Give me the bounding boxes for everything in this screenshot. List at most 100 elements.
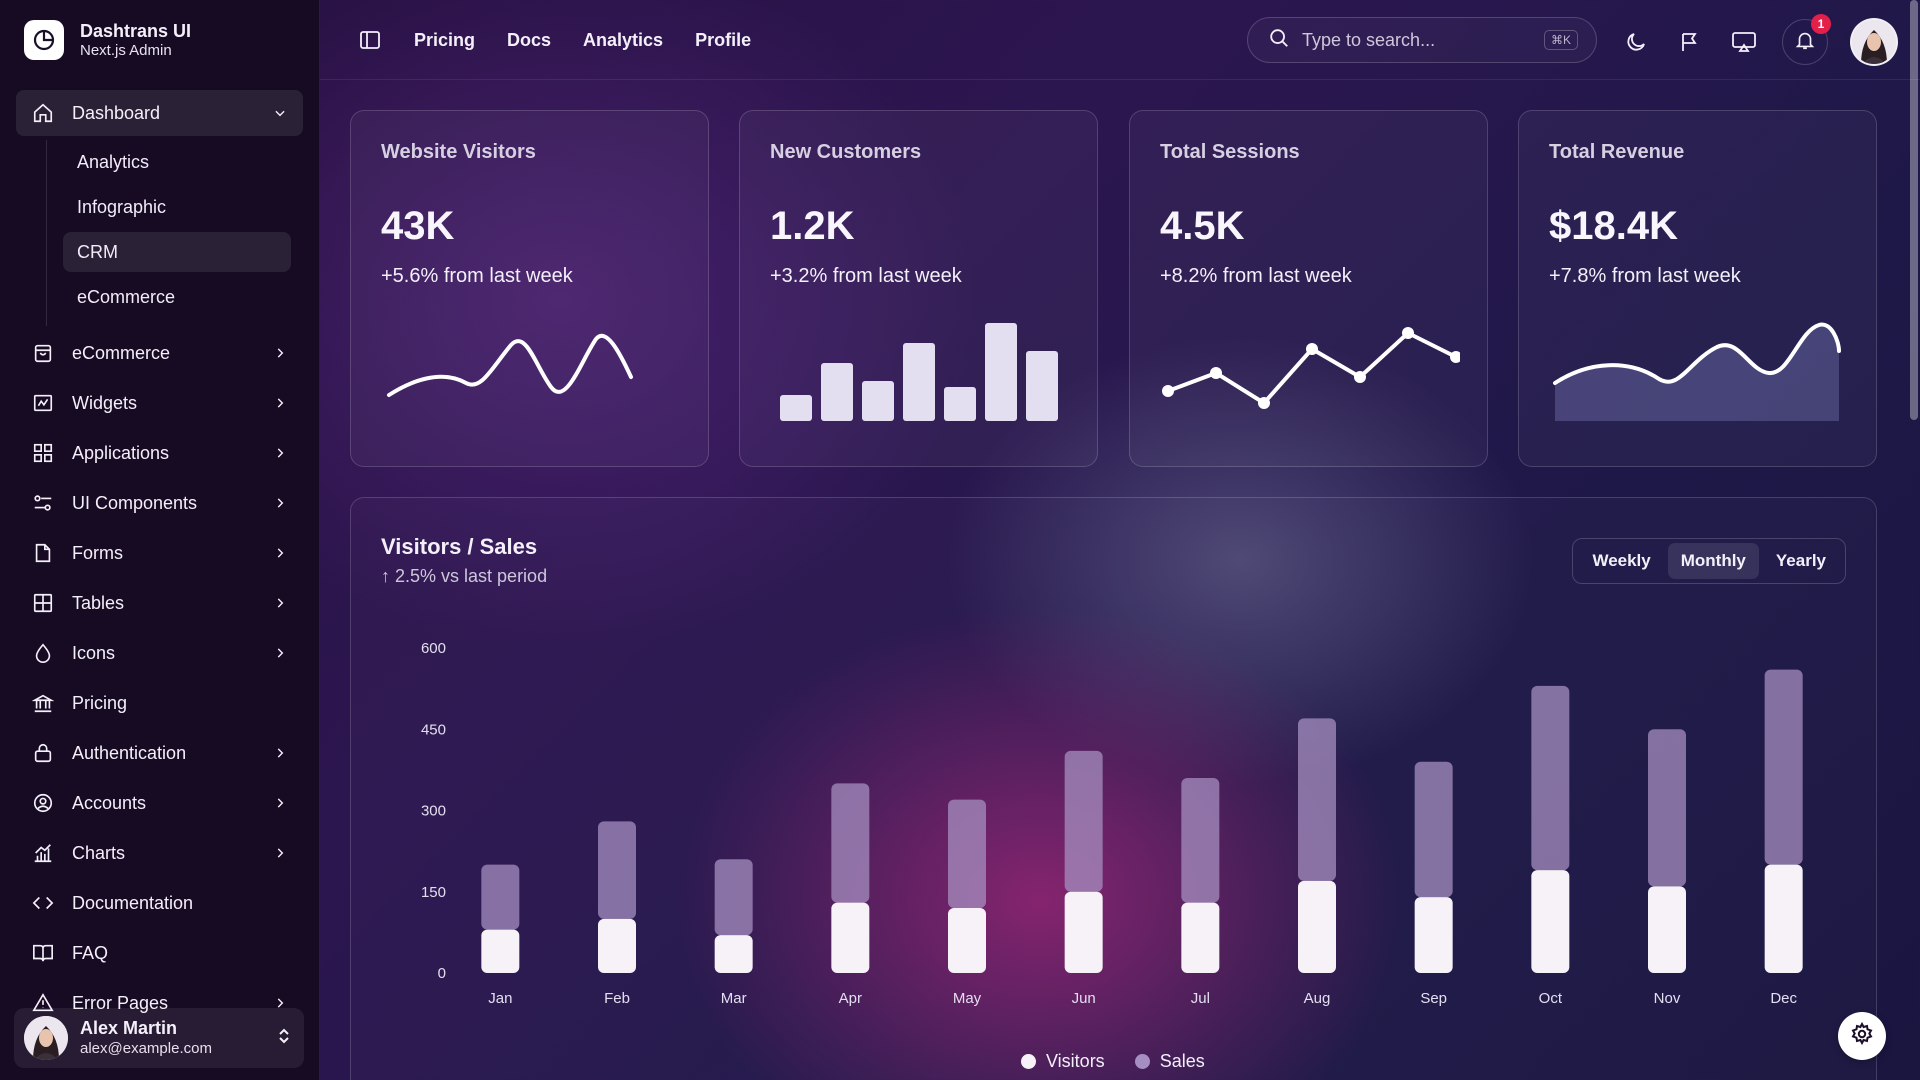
sidebar-item-documentation[interactable]: Documentation [16,880,303,926]
x-tick-label: Aug [1304,990,1331,1007]
top-link-analytics[interactable]: Analytics [583,29,664,50]
sidebar-item-applications[interactable]: Applications [16,430,303,476]
sidebar-item-widgets[interactable]: Widgets [16,380,303,426]
stat-value: 43K [381,204,455,248]
stat-title: Website Visitors [381,141,536,163]
period-weekly-button[interactable]: Weekly [1592,551,1651,570]
legend-item-visitors[interactable]: Visitors [1021,1051,1105,1072]
moon-icon[interactable] [1620,20,1652,64]
cast-icon[interactable] [1728,20,1760,64]
chevron-right-icon [271,644,289,662]
stat-delta: +8.2% from last week [1160,265,1352,287]
bar-visitors [1531,870,1570,973]
page-scrollbar[interactable] [1910,0,1918,420]
chevron-right-icon [271,344,289,362]
bar-sales [1181,778,1220,903]
lock-icon [30,740,56,766]
top-link-docs[interactable]: Docs [507,29,552,50]
bar-sales [1414,761,1453,898]
bar-sales [831,783,870,903]
y-tick-label: 300 [421,803,446,820]
bar-sales [1064,750,1103,892]
sidebar-item-error-pages[interactable]: Error Pages [16,980,303,1026]
sidebar: Dashtrans UI Next.js Admin Dashboard Ana… [0,0,320,1080]
profile-avatar[interactable] [1850,18,1898,66]
legend-dot [1021,1054,1036,1069]
chevron-right-icon [271,794,289,812]
x-tick-label: Mar [721,990,747,1007]
bar-visitors [831,902,870,973]
sidebar-item-label: Pricing [72,692,128,713]
sidebar-item-label: Forms [72,542,123,563]
bar-visitors [1064,891,1103,973]
user-menu[interactable]: Alex Martin alex@example.com [14,1008,304,1068]
sidebar-item-forms[interactable]: Forms [16,530,303,576]
sidebar-item-label: Dashboard [72,102,161,123]
period-monthly-button[interactable]: Monthly [1667,543,1759,579]
sidebar-item-label: Charts [72,842,126,863]
stat-card-visitors: Website Visitors 43K +5.6% from last wee… [350,110,709,467]
sidebar-item-accounts[interactable]: Accounts [16,780,303,826]
top-link-pricing[interactable]: Pricing [414,29,476,50]
bar-visitors [948,908,986,973]
user-email: alex@example.com [80,1040,212,1057]
logo-icon [24,20,64,60]
brand[interactable]: Dashtrans UI Next.js Admin [0,0,319,80]
sidebar-item-label: FAQ [72,942,109,963]
chevron-right-icon [271,544,289,562]
visitors-sales-card: Visitors / Sales ↑ 2.5% vs last period W… [350,497,1877,1080]
stat-title: New Customers [770,141,922,163]
drop-icon [30,640,56,666]
sidebar-subitem-infographic[interactable]: Infographic [77,196,167,217]
stat-delta: +3.2% from last week [770,265,962,287]
x-tick-label: Dec [1770,990,1797,1007]
sidebar-subitem-analytics[interactable]: Analytics [77,151,150,172]
settings-button[interactable] [1838,1012,1886,1060]
search-box[interactable]: ⌘K [1247,17,1597,63]
flag-icon[interactable] [1674,20,1706,64]
chevron-right-icon [271,444,289,462]
sidebar-toggle-icon[interactable] [358,28,382,52]
mini-bar-chart [780,323,1058,421]
bar-sales [1531,685,1570,871]
search-input[interactable] [1302,29,1544,51]
sidebar-subitem-crm[interactable]: CRM [63,232,291,272]
sidebar-item-label: Accounts [72,792,147,813]
chart-title: Visitors / Sales [381,534,538,559]
bag-icon [30,340,56,366]
x-tick-label: Nov [1654,990,1681,1007]
notification-badge: 1 [1811,14,1831,34]
stat-title: Total Revenue [1549,141,1685,163]
top-link-profile[interactable]: Profile [695,29,752,50]
period-yearly-button[interactable]: Yearly [1775,551,1826,570]
chevron-right-icon [271,494,289,512]
x-tick-label: Jan [488,990,512,1007]
bar-visitors [1298,880,1336,973]
user-circle-icon [30,790,56,816]
sidebar-item-pricing[interactable]: Pricing [16,680,303,726]
sidebar-item-icons[interactable]: Icons [16,630,303,676]
stat-delta: +7.8% from last week [1549,265,1741,287]
sidebar-nav: Dashboard Analytics Infographic CRM eCom… [0,80,319,1026]
book-icon [30,940,56,966]
home-icon [30,100,56,126]
sidebar-item-charts[interactable]: Charts [16,830,303,876]
sidebar-item-ecommerce[interactable]: eCommerce [16,330,303,376]
sidebar-item-faq[interactable]: FAQ [16,930,303,976]
sidebar-item-dashboard[interactable]: Dashboard [16,90,303,136]
sidebar-item-authentication[interactable]: Authentication [16,730,303,776]
notifications-button[interactable]: 1 [1782,14,1831,65]
bar-sales [1648,729,1686,887]
dashboard-subnav: Analytics Infographic CRM eCommerce [46,140,303,326]
avatar [24,1016,68,1060]
bar-visitors [1764,864,1803,973]
user-name: Alex Martin [80,1018,178,1038]
warning-icon [30,990,56,1016]
sidebar-subitem-ecommerce[interactable]: eCommerce [77,286,176,307]
mini-points-chart [1162,327,1460,409]
sidebar-item-tables[interactable]: Tables [16,580,303,626]
chevron-right-icon [271,394,289,412]
legend-item-sales[interactable]: Sales [1134,1051,1205,1072]
sidebar-item-ui-components[interactable]: UI Components [16,480,303,526]
grid-icon [30,440,56,466]
